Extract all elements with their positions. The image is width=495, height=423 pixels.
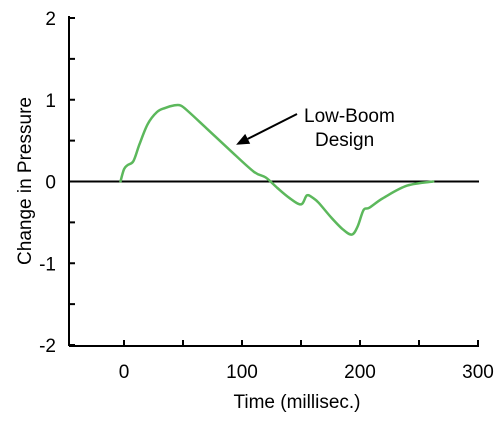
y-axis-label: Change in Pressure bbox=[15, 97, 36, 265]
annotation-arrow-shaft bbox=[247, 113, 298, 140]
x-tick-label: 0 bbox=[119, 362, 130, 383]
y-tick-label: 2 bbox=[45, 9, 56, 30]
y-tick-label: 0 bbox=[45, 173, 56, 194]
annotation-line-1: Low-Boom bbox=[304, 106, 395, 127]
x-axis: 0 100 200 300 bbox=[69, 340, 494, 383]
x-tick-label: 200 bbox=[344, 362, 376, 383]
annotation-line-2: Design bbox=[315, 130, 374, 151]
x-axis-label: Time (millisec.) bbox=[233, 392, 360, 413]
y-tick-label: -1 bbox=[39, 254, 56, 275]
x-tick-label: 300 bbox=[462, 362, 494, 383]
x-tick-label: 100 bbox=[226, 362, 258, 383]
annotation-low-boom: Low-Boom Design bbox=[236, 106, 395, 151]
y-axis: -2 -1 0 1 2 bbox=[39, 9, 75, 357]
y-tick-label: -2 bbox=[39, 336, 56, 357]
annotation-arrow-head bbox=[236, 133, 251, 145]
y-tick-label: 1 bbox=[45, 91, 56, 112]
series-line-low-boom bbox=[119, 103, 435, 236]
